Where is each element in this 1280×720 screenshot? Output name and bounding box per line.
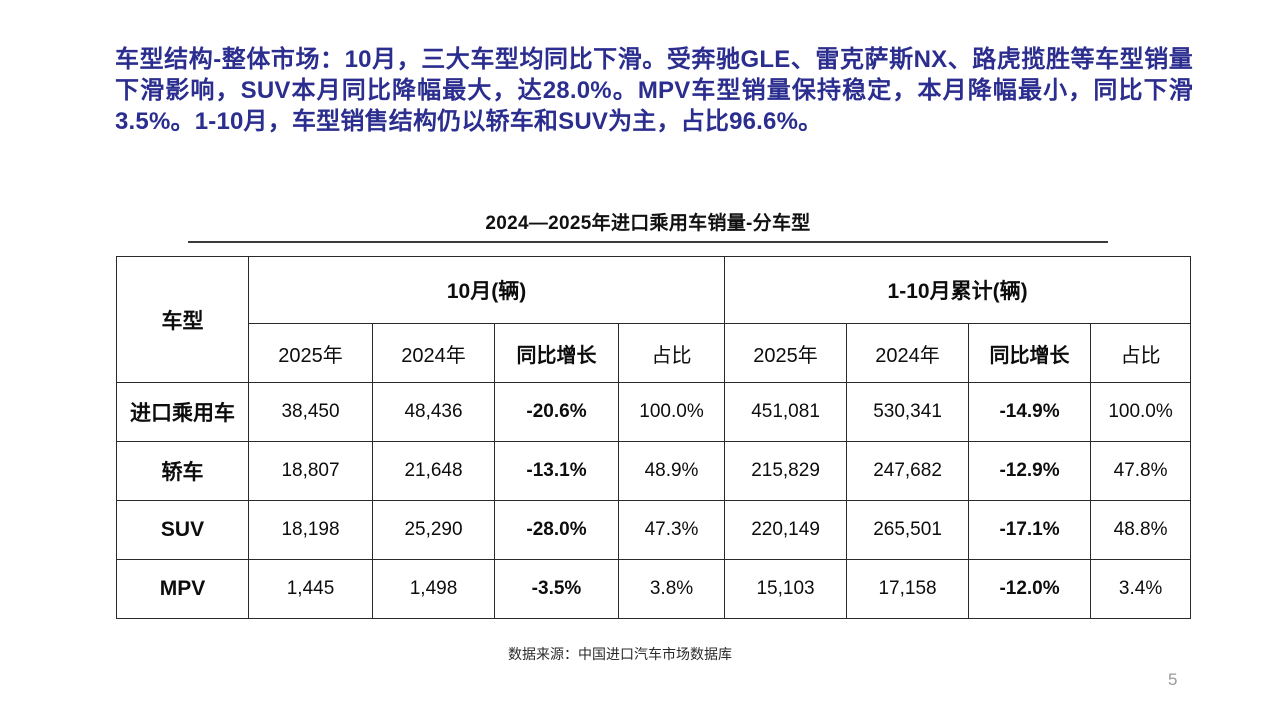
subheader-cum-yoy: 同比增长 bbox=[968, 323, 1092, 383]
table-cell: 451,081 bbox=[724, 382, 848, 442]
table-cell: 47.8% bbox=[1090, 441, 1192, 501]
table-cell-yoy: -12.0% bbox=[968, 559, 1092, 619]
table-cell: 18,807 bbox=[248, 441, 373, 501]
table-cell: 21,648 bbox=[372, 441, 495, 501]
table-cell: 215,829 bbox=[724, 441, 848, 501]
table-cell-yoy: -17.1% bbox=[968, 500, 1092, 560]
subheader-cum-2025: 2025年 bbox=[724, 323, 848, 383]
table-cell: 220,149 bbox=[724, 500, 848, 560]
header-month-group: 10月(辆) bbox=[247, 256, 726, 324]
header-row-groups: 车型 10月(辆) 1-10月累计(辆) bbox=[116, 256, 1192, 383]
table-title-wrap: 2024—2025年进口乘用车销量-分车型 bbox=[188, 208, 1108, 235]
table-cell: 530,341 bbox=[846, 382, 970, 442]
table-cell-yoy: -13.1% bbox=[494, 441, 619, 501]
table-cell: 100.0% bbox=[617, 382, 726, 442]
table-cell: 3.4% bbox=[1090, 559, 1192, 619]
row-label: MPV bbox=[116, 559, 249, 619]
table-cell: 17,158 bbox=[846, 559, 970, 619]
subheader-month-2025: 2025年 bbox=[248, 323, 373, 383]
table-cell: 265,501 bbox=[846, 500, 970, 560]
table-cell: 47.3% bbox=[617, 500, 726, 560]
data-source-note: 数据来源：中国进口汽车市场数据库 bbox=[508, 646, 732, 662]
row-label: 轿车 bbox=[116, 441, 249, 501]
subheader-cum-share: 占比 bbox=[1090, 323, 1192, 383]
slide-heading: 车型结构-整体市场：10月，三大车型均同比下滑。受奔驰GLE、雷克萨斯NX、路虎… bbox=[115, 46, 1193, 135]
table-row-suv: SUV 18,198 25,290 -28.0% 47.3% 220,149 2… bbox=[116, 500, 1192, 560]
subheader-cum-2024: 2024年 bbox=[846, 323, 970, 383]
table-cell: 48,436 bbox=[372, 382, 495, 442]
table-cell-yoy: -14.9% bbox=[968, 382, 1092, 442]
table-cell: 1,445 bbox=[248, 559, 373, 619]
table-cell: 48.8% bbox=[1090, 500, 1192, 560]
subheader-month-yoy: 同比增长 bbox=[494, 323, 619, 383]
table-title: 2024—2025年进口乘用车销量-分车型 bbox=[485, 213, 811, 234]
title-underline-rule bbox=[188, 241, 1108, 243]
table-row-total: 进口乘用车 38,450 48,436 -20.6% 100.0% 451,08… bbox=[116, 382, 1192, 442]
page-number: 5 bbox=[1168, 670, 1178, 689]
table-cell: 100.0% bbox=[1090, 382, 1192, 442]
table-cell-yoy: -12.9% bbox=[968, 441, 1092, 501]
table-cell: 18,198 bbox=[248, 500, 373, 560]
table-cell: 25,290 bbox=[372, 500, 495, 560]
table-cell: 247,682 bbox=[846, 441, 970, 501]
subheader-month-2024: 2024年 bbox=[372, 323, 495, 383]
row-label: 进口乘用车 bbox=[116, 382, 249, 442]
table-cell-yoy: -28.0% bbox=[494, 500, 619, 560]
table-cell: 3.8% bbox=[617, 559, 726, 619]
table-row-mpv: MPV 1,445 1,498 -3.5% 3.8% 15,103 17,158… bbox=[116, 559, 1192, 619]
sales-by-vehicle-type-table: 车型 10月(辆) 1-10月累计(辆) 2025年 2024年 同比增长 占比… bbox=[116, 256, 1192, 619]
table-cell-yoy: -3.5% bbox=[494, 559, 619, 619]
table-cell: 38,450 bbox=[248, 382, 373, 442]
subheader-month-share: 占比 bbox=[617, 323, 726, 383]
table-row-sedan: 轿车 18,807 21,648 -13.1% 48.9% 215,829 24… bbox=[116, 441, 1192, 501]
table-cell-yoy: -20.6% bbox=[494, 382, 619, 442]
row-label: SUV bbox=[116, 500, 249, 560]
header-row-subcolumns: 2025年 2024年 同比增长 占比 2025年 2024年 同比增长 占比 bbox=[117, 323, 1192, 383]
table-cell: 1,498 bbox=[372, 559, 495, 619]
table-cell: 48.9% bbox=[617, 441, 726, 501]
header-vehicle-type: 车型 bbox=[116, 256, 249, 383]
header-cumulative-group: 1-10月累计(辆) bbox=[724, 256, 1192, 324]
table-cell: 15,103 bbox=[724, 559, 848, 619]
